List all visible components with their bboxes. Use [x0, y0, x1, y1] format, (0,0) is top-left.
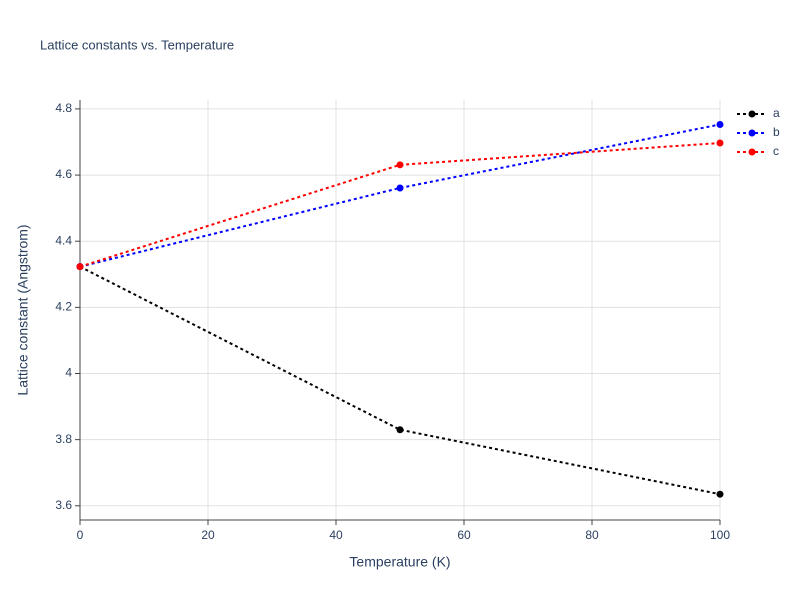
legend-marker [748, 148, 756, 156]
data-point [76, 263, 84, 271]
legend-marker [748, 110, 756, 118]
y-tick-label: 4.8 [55, 101, 72, 115]
y-axis-label: Lattice constant (Angstrom) [15, 224, 31, 395]
series-line [79, 265, 721, 496]
x-tick-label: 20 [201, 528, 215, 542]
y-tick-label: 4.4 [55, 233, 72, 247]
legend-marker [748, 129, 756, 137]
y-tick-label: 4 [65, 366, 72, 380]
x-tick-label: 0 [77, 528, 84, 542]
x-tick-label: 80 [585, 528, 599, 542]
y-tick-label: 3.8 [55, 432, 72, 446]
chart-title: Lattice constants vs. Temperature [40, 37, 234, 52]
y-tick-label: 3.6 [55, 498, 72, 512]
data-point [716, 120, 724, 128]
data-point [396, 161, 404, 169]
y-tick-label: 4.6 [55, 167, 72, 181]
y-tick-label: 4.2 [55, 300, 72, 314]
legend-label: b [773, 125, 780, 139]
x-axis-label: Temperature (K) [349, 554, 450, 570]
data-point [396, 184, 404, 192]
data-point [716, 139, 724, 147]
legend-label: c [773, 144, 779, 158]
data-point [716, 490, 724, 498]
x-tick-label: 100 [710, 528, 730, 542]
series-line [79, 123, 721, 268]
x-tick-label: 40 [329, 528, 343, 542]
legend-label: a [773, 106, 780, 120]
x-tick-label: 60 [457, 528, 471, 542]
data-point [396, 426, 404, 434]
